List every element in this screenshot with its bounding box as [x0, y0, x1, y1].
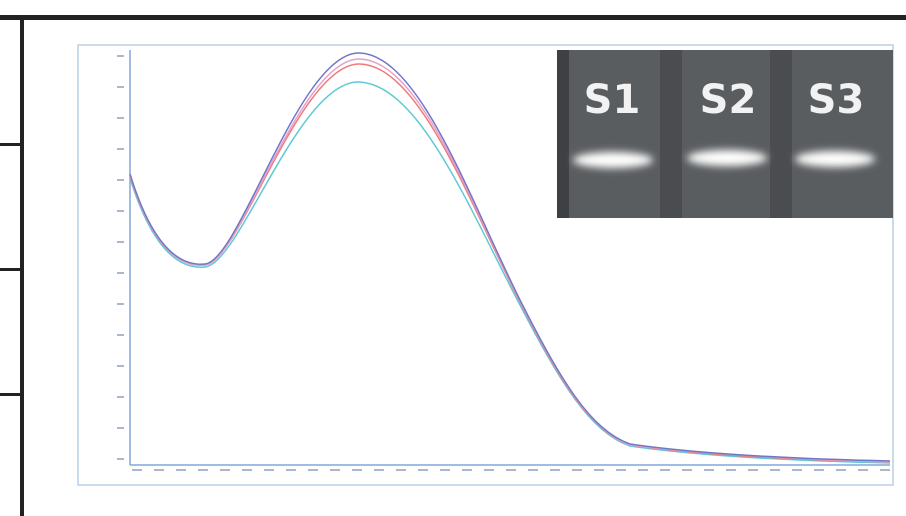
- spectrum-curve: [129, 81, 891, 464]
- tick-mark: [117, 86, 124, 88]
- tick-mark: [117, 334, 124, 336]
- tick-mark: [396, 469, 406, 471]
- row-divider: [0, 143, 22, 146]
- tick-mark: [117, 117, 124, 119]
- tick-mark: [726, 469, 736, 471]
- tick-mark: [528, 469, 538, 471]
- tick-mark: [836, 469, 846, 471]
- tick-mark: [220, 469, 230, 471]
- gel-bands: [573, 150, 875, 168]
- tick-mark: [814, 469, 824, 471]
- gel-gap: [770, 50, 792, 218]
- lane-label: S2: [700, 77, 757, 123]
- tick-mark: [117, 458, 124, 460]
- tick-mark: [594, 469, 604, 471]
- tick-mark: [462, 469, 472, 471]
- tick-mark: [117, 396, 124, 398]
- tick-mark: [132, 469, 142, 471]
- tick-mark: [572, 469, 582, 471]
- tick-mark: [117, 272, 124, 274]
- gel-band: [795, 151, 875, 167]
- tick-mark: [748, 469, 758, 471]
- gel-gap: [660, 50, 682, 218]
- tick-mark: [682, 469, 692, 471]
- tick-mark: [117, 365, 124, 367]
- tick-mark: [242, 469, 252, 471]
- tick-mark: [792, 469, 802, 471]
- tick-marks: [117, 55, 890, 471]
- tick-mark: [154, 469, 164, 471]
- tick-mark: [440, 469, 450, 471]
- gel-band: [687, 150, 767, 166]
- gel-edge: [557, 50, 569, 218]
- row-divider: [0, 268, 22, 271]
- gel-band: [573, 152, 653, 168]
- tick-mark: [117, 55, 124, 57]
- tick-mark: [117, 179, 124, 181]
- row-divider: [0, 393, 22, 396]
- tick-mark: [858, 469, 868, 471]
- tick-mark: [264, 469, 274, 471]
- tick-mark: [506, 469, 516, 471]
- tick-mark: [308, 469, 318, 471]
- tick-mark: [374, 469, 384, 471]
- lane-label: S3: [808, 77, 865, 123]
- tick-mark: [352, 469, 362, 471]
- tick-mark: [704, 469, 714, 471]
- tick-mark: [198, 469, 208, 471]
- tick-mark: [550, 469, 560, 471]
- tick-mark: [117, 303, 124, 305]
- lane-label: S1: [584, 77, 641, 123]
- tick-mark: [286, 469, 296, 471]
- spectra: [129, 52, 891, 464]
- tick-mark: [484, 469, 494, 471]
- tick-mark: [660, 469, 670, 471]
- tick-mark: [330, 469, 340, 471]
- tick-mark: [176, 469, 186, 471]
- tick-mark: [880, 469, 890, 471]
- tick-mark: [418, 469, 428, 471]
- tick-mark: [117, 241, 124, 243]
- tick-mark: [117, 210, 124, 212]
- tick-mark: [638, 469, 648, 471]
- gel-image: [557, 50, 893, 218]
- left-border: [20, 15, 24, 516]
- tick-mark: [117, 148, 124, 150]
- spectrum-curve: [129, 52, 891, 462]
- tick-mark: [117, 427, 124, 429]
- tick-mark: [770, 469, 780, 471]
- top-border: [0, 15, 906, 20]
- tick-mark: [616, 469, 626, 471]
